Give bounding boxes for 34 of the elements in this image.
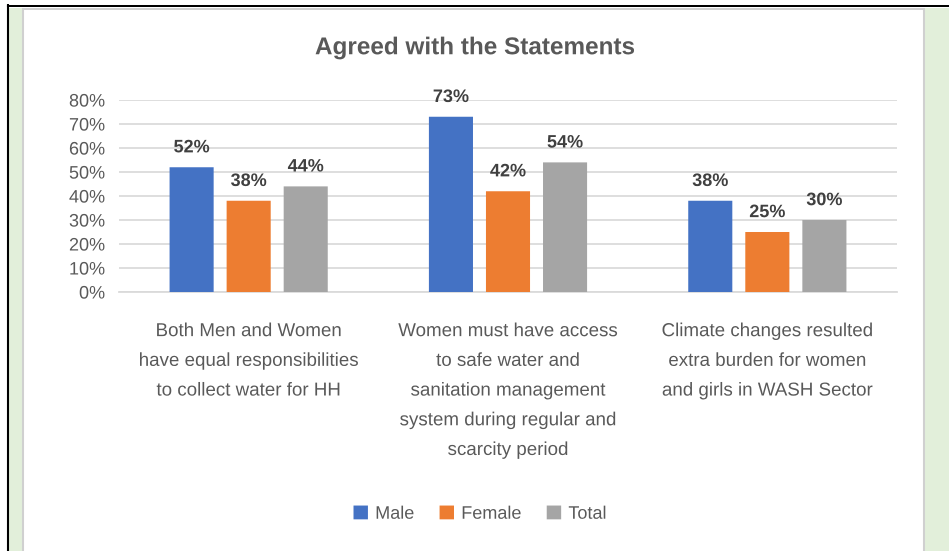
- x-tick-label: Both Men and Women have equal responsibilities to collect water for HH: [140, 322, 358, 396]
- y-tick-label: 0%: [80, 286, 104, 299]
- y-tick-label: 30%: [70, 214, 104, 227]
- data-label: 25%: [750, 204, 785, 218]
- x-tick-label: Climate changes resulted extra burden for women and girls in WASH Sector: [662, 322, 872, 400]
- data-label: 38%: [692, 173, 728, 186]
- chart-title: Agreed with the Statements: [316, 36, 634, 60]
- legend-label: Male: [376, 506, 414, 519]
- legend-label: Total: [568, 506, 606, 519]
- bar: [226, 200, 271, 292]
- data-label: 52%: [174, 140, 210, 153]
- data-label: 54%: [548, 134, 583, 148]
- data-label: 38%: [231, 173, 266, 186]
- bar: [170, 167, 214, 292]
- bar: [428, 116, 473, 292]
- y-tick-label: 10%: [70, 262, 104, 275]
- bar: [688, 200, 732, 292]
- bar: [486, 191, 530, 292]
- bar: [745, 232, 790, 292]
- bar: [802, 220, 846, 292]
- data-label: 42%: [490, 164, 526, 176]
- data-label: 73%: [434, 89, 469, 102]
- x-tick-label: Women must have access to safe water and sanitation management system during regular and scarcity period: [398, 322, 618, 459]
- bar: [284, 186, 328, 292]
- y-tick-label: 20%: [70, 238, 104, 251]
- y-tick-label: 50%: [70, 166, 104, 179]
- y-tick-label: 60%: [70, 142, 104, 155]
- data-label: 30%: [806, 192, 842, 206]
- legend-label: Female: [462, 506, 521, 519]
- data-label: 44%: [288, 158, 324, 172]
- bar: [543, 162, 588, 292]
- y-tick-label: 70%: [70, 118, 104, 131]
- y-tick-label: 40%: [69, 190, 104, 203]
- y-tick-label: 80%: [70, 94, 104, 107]
